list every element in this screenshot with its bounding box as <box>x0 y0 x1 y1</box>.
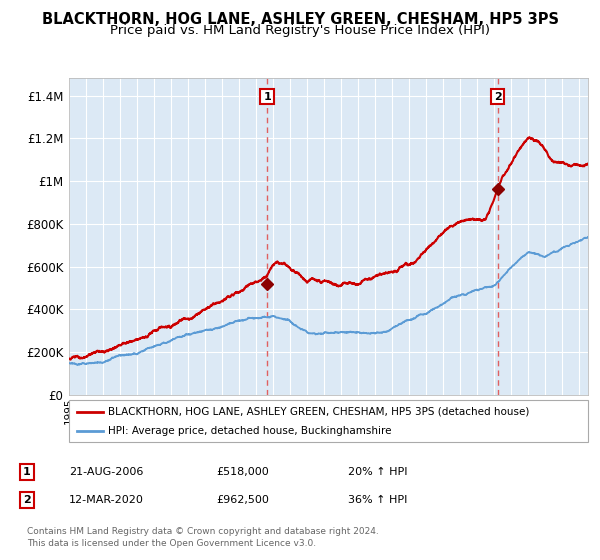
Text: BLACKTHORN, HOG LANE, ASHLEY GREEN, CHESHAM, HP5 3PS (detached house): BLACKTHORN, HOG LANE, ASHLEY GREEN, CHES… <box>108 407 529 417</box>
Text: Price paid vs. HM Land Registry's House Price Index (HPI): Price paid vs. HM Land Registry's House … <box>110 24 490 36</box>
Text: 36% ↑ HPI: 36% ↑ HPI <box>348 495 407 505</box>
Text: 2: 2 <box>494 92 502 101</box>
Text: 21-AUG-2006: 21-AUG-2006 <box>69 467 143 477</box>
Text: 12-MAR-2020: 12-MAR-2020 <box>69 495 144 505</box>
Text: 1: 1 <box>263 92 271 101</box>
Text: BLACKTHORN, HOG LANE, ASHLEY GREEN, CHESHAM, HP5 3PS: BLACKTHORN, HOG LANE, ASHLEY GREEN, CHES… <box>41 12 559 27</box>
Text: HPI: Average price, detached house, Buckinghamshire: HPI: Average price, detached house, Buck… <box>108 426 391 436</box>
Text: 1: 1 <box>23 467 31 477</box>
Text: 2: 2 <box>23 495 31 505</box>
Text: £962,500: £962,500 <box>216 495 269 505</box>
Text: £518,000: £518,000 <box>216 467 269 477</box>
Text: 20% ↑ HPI: 20% ↑ HPI <box>348 467 407 477</box>
Text: Contains HM Land Registry data © Crown copyright and database right 2024.
This d: Contains HM Land Registry data © Crown c… <box>27 527 379 548</box>
